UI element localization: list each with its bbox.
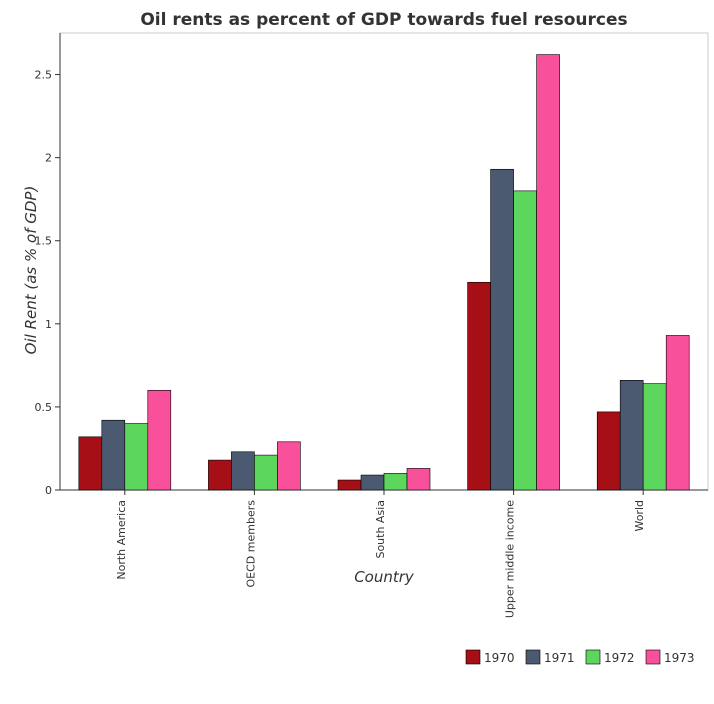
bar-1970-3 bbox=[337, 479, 362, 491]
x-tick-label: World bbox=[633, 500, 646, 532]
legend-swatch-1973 bbox=[645, 649, 661, 665]
bar-1971-5 bbox=[619, 380, 644, 491]
bar-1970-4 bbox=[467, 281, 491, 491]
bar-1971-4 bbox=[490, 168, 514, 491]
y-tick-label: 0 bbox=[45, 484, 52, 497]
bar-1973-4 bbox=[536, 54, 560, 491]
legend-label-1971: 1971 bbox=[544, 651, 575, 665]
bar-1973-1 bbox=[147, 389, 172, 491]
bar-1973-2 bbox=[277, 441, 301, 491]
bar-1971-2 bbox=[231, 451, 255, 491]
y-tick-label: 2.5 bbox=[35, 69, 53, 82]
y-tick-label: 1.5 bbox=[35, 235, 53, 248]
legend-swatch-1971 bbox=[525, 649, 541, 665]
x-tick-label: OECD members bbox=[244, 500, 257, 588]
x-tick-label: Upper middle income bbox=[504, 500, 517, 618]
bar-1972-3 bbox=[383, 473, 408, 491]
y-tick-label: 0.5 bbox=[35, 401, 53, 414]
x-axis-label: Country bbox=[354, 568, 415, 586]
y-axis-label: Oil Rent (as % of GDP) bbox=[22, 186, 40, 355]
bar-1971-3 bbox=[360, 474, 385, 491]
y-tick-label: 1 bbox=[45, 318, 52, 331]
bar-1972-2 bbox=[254, 454, 278, 491]
bar-1973-3 bbox=[406, 468, 431, 491]
bar-1970-1 bbox=[78, 436, 103, 491]
bar-1972-5 bbox=[642, 383, 667, 491]
bar-1972-4 bbox=[513, 190, 537, 491]
chart-title: Oil rents as percent of GDP towards fuel… bbox=[140, 10, 627, 30]
bar-1971-1 bbox=[101, 419, 126, 491]
bar-1973-5 bbox=[665, 335, 690, 491]
y-tick-label: 2 bbox=[45, 152, 52, 165]
plot-area: 0 0.5 1 1.5 2 2.5 North America OECD members Sou… bbox=[35, 32, 709, 618]
legend: 1970 1971 1972 1973 bbox=[465, 649, 695, 665]
legend-label-1972: 1972 bbox=[604, 651, 635, 665]
x-tick-label: North America bbox=[115, 500, 128, 580]
legend-swatch-1972 bbox=[585, 649, 601, 665]
bar-1972-1 bbox=[124, 423, 149, 491]
legend-label-1973: 1973 bbox=[664, 651, 695, 665]
x-tick-label: South Asia bbox=[374, 500, 387, 559]
bar-1970-2 bbox=[208, 459, 232, 491]
legend-swatch-1970 bbox=[465, 649, 481, 665]
legend-label-1970: 1970 bbox=[484, 651, 515, 665]
bar-1970-5 bbox=[596, 411, 621, 491]
